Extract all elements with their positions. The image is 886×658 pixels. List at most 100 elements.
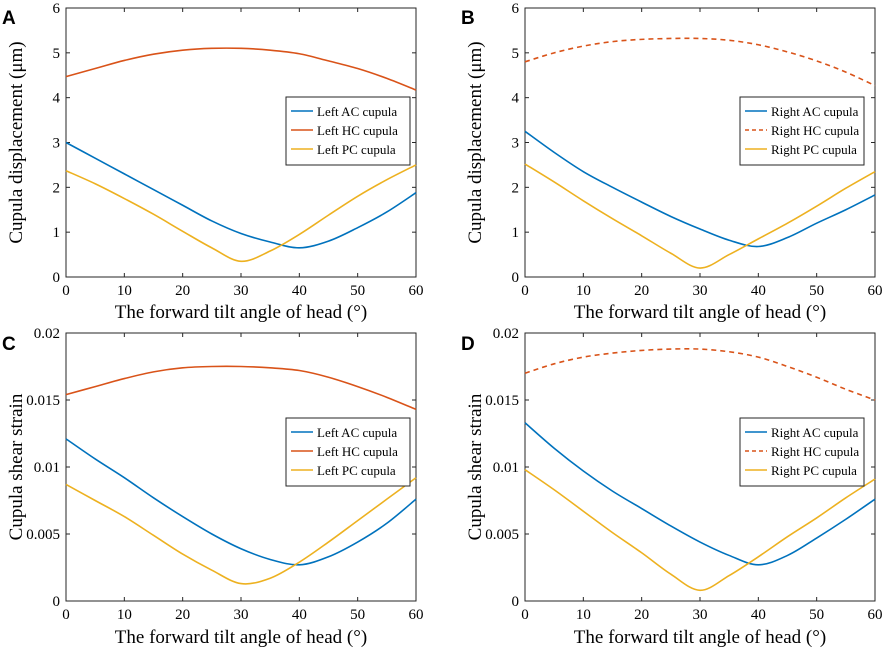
chart-panel-a: A 0 10 20 30 40 50 60 0 1 2 3 4 5 6 The forward tilt an…	[2, 1, 424, 323]
x-tick-label: 30	[234, 607, 249, 623]
y-tick-label: 4	[53, 91, 61, 107]
y-tick-label: 3	[512, 136, 520, 152]
x-tick-label: 60	[868, 607, 883, 623]
chart-panel-b: B 0 10 20 30 40 50 60 0 1 2 3 4 5 6 The forward tilt an…	[461, 1, 883, 323]
y-axis-label: Cupula displacement (μm)	[465, 41, 486, 243]
x-axis-label: The forward tilt angle of head (°)	[574, 627, 826, 648]
x-tick-label: 30	[693, 283, 708, 299]
x-tick-label: 20	[634, 283, 649, 299]
y-tick-label: 6	[53, 1, 61, 17]
panel-letter: A	[2, 8, 16, 29]
legend: Right AC cupula Right HC cupula Right PC c…	[739, 96, 865, 166]
series-line-pc	[524, 469, 876, 592]
x-tick-label: 40	[292, 607, 307, 623]
y-tick-label: 0.005	[485, 527, 519, 543]
y-axis-label: Cupula displacement (μm)	[6, 41, 27, 243]
panel-letter: B	[461, 8, 475, 29]
x-tick-label: 20	[175, 283, 190, 299]
y-tick-label: 0.015	[485, 393, 519, 409]
y-tick-label: 0.015	[26, 393, 60, 409]
y-axis-label: Cupula shear strain	[6, 393, 27, 540]
panel-letter: D	[461, 334, 475, 355]
chart-panel-d: D 0 10 20 30 40 50 60 0 0.005 0.01 0.015 0.02 The for…	[461, 326, 883, 648]
legend-entry: Right HC cupula	[771, 123, 859, 138]
x-axis-label: The forward tilt angle of head (°)	[574, 302, 826, 323]
legend-entry: Right AC cupula	[771, 104, 859, 119]
y-tick-label: 3	[53, 136, 61, 152]
x-tick-label: 50	[350, 283, 365, 299]
x-tick-label: 40	[292, 283, 307, 299]
legend-entry: Left PC cupula	[317, 142, 396, 157]
legend-entry: Left HC cupula	[317, 123, 398, 138]
legend-entry: Left HC cupula	[317, 444, 398, 459]
legend-entry: Right HC cupula	[771, 444, 859, 459]
x-tick-label: 60	[868, 283, 883, 299]
y-tick-label: 0.02	[493, 326, 519, 342]
x-tick-label: 50	[809, 607, 824, 623]
x-tick-label: 30	[234, 283, 249, 299]
x-tick-label: 50	[809, 283, 824, 299]
x-tick-label: 20	[634, 607, 649, 623]
series-line-pc	[65, 477, 417, 585]
panel-letter: C	[2, 334, 16, 355]
y-tick-label: 0.01	[493, 460, 519, 476]
y-tick-label: 1	[512, 225, 520, 241]
x-tick-label: 20	[175, 607, 190, 623]
y-tick-label: 0	[53, 270, 61, 286]
x-tick-label: 60	[409, 607, 424, 623]
y-tick-label: 0	[512, 594, 520, 610]
x-tick-label: 30	[693, 607, 708, 623]
series-line-ac	[65, 141, 417, 249]
y-tick-label: 5	[512, 46, 520, 62]
legend-entry: Right PC cupula	[771, 142, 857, 157]
x-tick-label: 40	[751, 283, 766, 299]
y-tick-label: 5	[53, 46, 61, 62]
legend-entry: Left AC cupula	[317, 425, 397, 440]
x-tick-label: 10	[576, 607, 591, 623]
series-line-ac	[65, 438, 417, 566]
y-tick-label: 0.005	[26, 527, 60, 543]
x-tick-label: 10	[117, 283, 132, 299]
series-line-hc	[65, 365, 417, 411]
x-axis-label: The forward tilt angle of head (°)	[115, 302, 367, 323]
x-tick-label: 10	[117, 607, 132, 623]
x-tick-label: 50	[350, 607, 365, 623]
x-tick-label: 0	[62, 607, 70, 623]
y-tick-label: 0.01	[34, 460, 60, 476]
x-tick-label: 0	[521, 283, 529, 299]
series-line-pc	[65, 164, 417, 263]
y-tick-label: 6	[512, 1, 520, 17]
y-tick-label: 2	[512, 180, 520, 196]
series-line-hc	[65, 47, 417, 91]
legend-entry: Left PC cupula	[317, 463, 396, 478]
series-line-ac	[524, 422, 876, 566]
series-line-pc	[524, 163, 876, 269]
legend-entry: Right AC cupula	[771, 425, 859, 440]
x-tick-label: 40	[751, 607, 766, 623]
legend-box	[739, 96, 865, 166]
series-line-hc	[524, 348, 876, 401]
x-axis-label: The forward tilt angle of head (°)	[115, 627, 367, 648]
y-tick-label: 0.02	[34, 326, 60, 342]
x-tick-label: 60	[409, 283, 424, 299]
legend: Left AC cupula Left HC cupula Left PC cupu…	[285, 417, 411, 487]
y-tick-label: 4	[512, 91, 520, 107]
legend-entry: Right PC cupula	[771, 463, 857, 478]
y-axis-label: Cupula shear strain	[465, 393, 486, 540]
legend: Left AC cupula Left HC cupula Left PC cupu…	[285, 96, 411, 166]
y-tick-label: 1	[53, 225, 61, 241]
chart-panel-c: C 0 10 20 30 40 50 60 0 0.005 0.01 0.015 0.02 The for…	[2, 326, 424, 648]
legend-box	[285, 96, 411, 166]
y-tick-label: 0	[53, 594, 61, 610]
legend-box	[739, 417, 865, 487]
legend: Right AC cupula Right HC cupula Right PC c…	[739, 417, 865, 487]
y-tick-label: 2	[53, 180, 61, 196]
legend-entry: Left AC cupula	[317, 104, 397, 119]
legend-box	[285, 417, 411, 487]
x-tick-label: 0	[62, 283, 70, 299]
x-tick-label: 0	[521, 607, 529, 623]
series-line-ac	[524, 130, 876, 248]
x-tick-label: 10	[576, 283, 591, 299]
